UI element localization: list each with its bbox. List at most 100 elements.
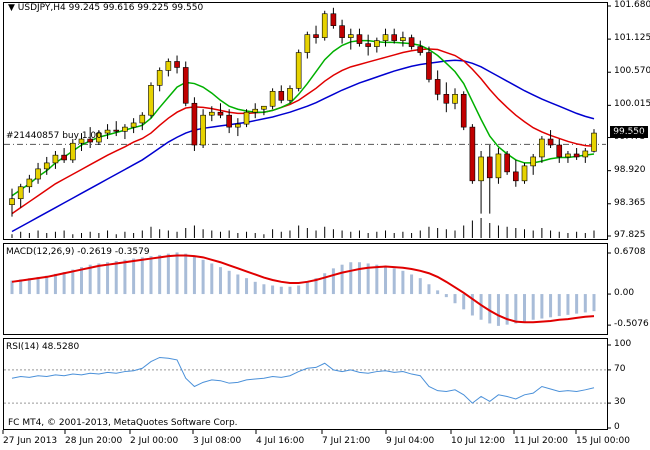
candle-body [391,34,398,41]
candle-body [235,123,241,128]
candle-body [261,105,267,110]
macd-histogram-bar [19,279,23,295]
time-tick-label: 28 Jun 20:00 [65,436,123,446]
candle-body [573,153,580,158]
candle-body [469,126,476,182]
rsi-pane[interactable] [3,338,608,430]
candle-body [26,178,33,188]
macd-histogram-bar [192,256,196,295]
rsi-tick-label: 100 [614,339,632,349]
macd-histogram-bar [123,259,127,295]
macd-histogram-bar [479,294,483,320]
macd-tick-label: 0.6708 [614,247,646,257]
symbol-header: ▼ USDJPY,H4 99.245 99.616 99.225 99.550 [8,3,203,13]
macd-histogram-bar [340,264,344,295]
candle-body [460,94,467,128]
macd-histogram-bar [349,262,353,295]
macd-histogram-bar [357,262,361,295]
candle-body [295,52,302,89]
macd-histogram-bar [149,256,153,295]
macd-histogram-bar [10,280,14,295]
chevron-down-icon[interactable]: ▼ [8,3,15,13]
candle-body [252,108,259,113]
ma-mid-line [11,48,595,215]
candle-body [148,85,154,116]
candle-body [452,94,458,104]
candle-body [269,91,276,107]
macd-histogram-bar [288,286,292,295]
macd-tick-label: -0.5076 [614,319,649,330]
macd-histogram-bar [462,294,466,310]
candle-body [478,156,484,182]
candle-body [304,34,311,53]
macd-histogram-bar [210,263,214,295]
macd-histogram-bar [505,294,509,325]
macd-histogram-bar [575,294,579,314]
order-line-label[interactable]: #21440857 buy 1.00 [6,131,102,141]
macd-histogram-bar [540,294,544,319]
candle-body [156,70,163,86]
time-tick-label: 4 Jul 16:00 [256,436,305,446]
macd-histogram-bar [514,294,518,324]
price-tick-label: 98.365 [614,197,646,208]
candle-body [174,61,180,68]
candle-body [87,138,93,143]
macd-histogram-bar [410,274,414,295]
symbol-timeframe: USDJPY,H4 [17,3,66,13]
candle-body [113,129,120,132]
macd-histogram-bar [106,262,110,295]
candle-body [426,52,432,80]
candle-body [591,132,597,152]
price-tick-label: 101.680 [614,0,650,10]
candle-body [356,34,363,44]
ma-slow-line [11,59,595,233]
macd-histogram-bar [436,290,440,295]
candle-body [96,132,102,143]
time-tick-label: 3 Jul 08:00 [193,436,242,446]
candle-body [565,153,571,158]
macd-histogram-bar [470,294,474,316]
current-price-badge: 99.550 [610,126,648,138]
macd-histogram-bar [271,285,275,295]
macd-tick-label: 0.00 [614,288,635,299]
candle-body [226,114,232,128]
candle-body [365,43,371,47]
copyright-text: FC MT4, © 2001-2013, MetaQuotes Software… [8,418,238,428]
candle-body [556,144,563,158]
macd-histogram-bar [175,252,179,295]
price-tick-label: 99.475 [614,131,646,142]
macd-histogram-bar [392,268,396,295]
candle-body [434,79,441,95]
macd-histogram-bar [375,264,379,295]
candle-body [217,111,224,116]
price-tick-label: 101.125 [614,33,650,44]
rsi-tick-label: 70 [614,363,626,374]
candle-body [70,142,76,161]
price-tick-label: 100.015 [614,99,650,110]
candle-body [382,34,389,41]
rsi-title: RSI(14) 48.5280 [6,342,80,352]
macd-histogram-bar [557,294,561,317]
macd-histogram-bar [236,274,240,295]
candle-body [165,61,172,71]
candle-body [104,129,111,134]
macd-histogram-bar [427,284,431,295]
ma-fast-line [11,39,595,197]
candle-body [504,153,510,173]
macd-histogram-bar [366,263,370,295]
macd-histogram-bar [444,294,448,298]
macd-histogram-bar [71,269,75,295]
macd-histogram-bar [531,294,535,320]
candle-body [243,111,250,125]
macd-histogram-bar [166,253,170,295]
macd-histogram-bar [253,281,257,295]
macd-histogram-bar [45,275,49,295]
candle-body [521,165,528,182]
macd-title: MACD(12,26,9) -0.2619 -0.3579 [6,247,150,257]
candle-body [78,138,85,144]
macd-histogram-bar [62,272,66,295]
candle-body [61,154,67,161]
macd-histogram-bar [566,294,570,315]
macd-histogram-bar [158,254,162,295]
